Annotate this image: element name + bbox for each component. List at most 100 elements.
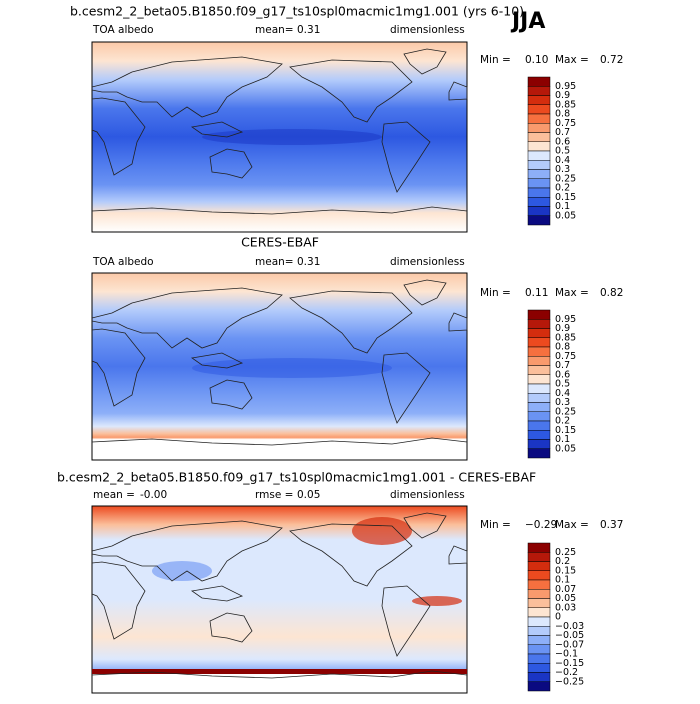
colorbar-box xyxy=(527,319,551,329)
variable: TOA albedo xyxy=(92,256,154,268)
colorbar-label: 0.2 xyxy=(555,556,570,567)
colorbar-label: 0.15 xyxy=(555,425,576,436)
mean-label: mean = xyxy=(93,489,135,501)
colorbar-box xyxy=(527,346,551,357)
colorbar-box xyxy=(527,598,551,608)
colorbar-label: 0.4 xyxy=(555,155,570,166)
colorbar-label: 0.6 xyxy=(555,369,570,380)
colorbar-label: 0.03 xyxy=(555,602,576,613)
colorbar-label: 0.4 xyxy=(555,388,570,399)
max-value: 0.82 xyxy=(600,287,623,299)
min-label: Min = xyxy=(480,287,511,299)
colorbar-box xyxy=(527,579,551,590)
colorbar-box xyxy=(527,430,551,440)
units: dimensionless xyxy=(390,24,465,36)
colorbar-box xyxy=(527,356,551,366)
colorbar-box xyxy=(527,141,551,152)
colorbar-label: 0.5 xyxy=(555,146,570,157)
colorbar-box xyxy=(527,160,551,170)
colorbar-label: 0.9 xyxy=(555,323,570,334)
colorbar-box xyxy=(527,635,551,645)
max-label: Max = xyxy=(555,519,589,531)
colorbar-label: 0.2 xyxy=(555,416,570,427)
mean-label: mean= xyxy=(255,24,294,36)
colorbar-box xyxy=(527,672,551,682)
colorbar-box xyxy=(527,187,551,198)
colorbar-label: 0.3 xyxy=(555,164,570,175)
colorbar-label: −0.03 xyxy=(555,621,584,632)
variable: TOA albedo xyxy=(92,24,154,36)
map xyxy=(91,272,468,461)
colorbars: Min = 0.10 Max = 0.720.950.90.850.80.750.70… xyxy=(480,54,623,692)
panel-title: CERES-EBAF xyxy=(241,235,319,250)
colorbar-box xyxy=(527,589,551,599)
colorbar-box xyxy=(527,328,551,338)
colorbar-label: −0.1 xyxy=(555,649,578,660)
colorbar-label: 0.25 xyxy=(555,406,576,417)
colorbar-label: −0.25 xyxy=(555,676,584,687)
colorbar-box xyxy=(527,178,551,189)
colorbar-label: 0.85 xyxy=(555,99,576,110)
colorbar-box xyxy=(527,86,551,96)
colorbar-label: 0.95 xyxy=(555,314,576,325)
colorbar-label: 0 xyxy=(555,612,561,623)
colorbar-box xyxy=(527,448,551,459)
colorbar-label: 0.5 xyxy=(555,379,570,390)
colorbar-box xyxy=(527,411,551,422)
colorbar-label: 0.15 xyxy=(555,192,576,203)
units: dimensionless xyxy=(390,256,465,268)
colorbar-box xyxy=(527,309,551,320)
colorbar-box xyxy=(527,653,551,664)
colorbar-label: 0.1 xyxy=(555,434,570,445)
min-label: Min = xyxy=(480,54,511,66)
colorbar-box xyxy=(527,626,551,636)
colorbar-box xyxy=(527,570,551,581)
colorbar-box xyxy=(527,365,551,375)
colorbar-label: 0.15 xyxy=(555,565,576,576)
colorbar-box xyxy=(527,132,551,142)
colorbar-label: 0.6 xyxy=(555,136,570,147)
colorbar-label: 0.07 xyxy=(555,584,576,595)
colorbar-box xyxy=(527,420,551,431)
colorbar-box xyxy=(527,644,551,655)
colorbar-box xyxy=(527,616,551,627)
colorbar-label: 0.75 xyxy=(555,351,576,362)
colorbar-label: −0.2 xyxy=(555,667,578,678)
panel-title: b.cesm2_2_beta05.B1850.f09_g17_ts10spl0m… xyxy=(70,4,524,19)
min-label: Min = xyxy=(480,519,511,531)
colorbar-label: 0.05 xyxy=(555,593,576,604)
min-value: 0.10 xyxy=(525,54,548,66)
colorbar-label: 0.3 xyxy=(555,397,570,408)
colorbar-box xyxy=(527,393,551,403)
colorbar-label: 0.1 xyxy=(555,575,570,586)
colorbar-box xyxy=(527,542,551,553)
map xyxy=(91,41,468,233)
colorbar-box xyxy=(527,95,551,105)
colorbar-label: 0.1 xyxy=(555,201,570,212)
colorbar-label: −0.07 xyxy=(555,639,584,650)
colorbar-box xyxy=(527,337,551,348)
colorbar-label: −0.15 xyxy=(555,658,584,669)
colorbar-box xyxy=(527,552,551,562)
colorbar-label: 0.25 xyxy=(555,547,576,558)
colorbar-label: 0.85 xyxy=(555,332,576,343)
colorbar-label: 0.95 xyxy=(555,81,576,92)
colorbar-box xyxy=(527,113,551,124)
colorbar-label: 0.05 xyxy=(555,443,576,454)
colorbar-box xyxy=(527,561,551,571)
colorbar-label: 0.7 xyxy=(555,127,570,138)
colorbar-box xyxy=(527,402,551,412)
map xyxy=(91,505,468,694)
season: JJA xyxy=(510,9,545,34)
colorbar-box xyxy=(527,383,551,394)
max-label: Max = xyxy=(555,287,589,299)
max-value: 0.37 xyxy=(600,519,623,531)
colorbar-box xyxy=(527,123,551,133)
colorbar-box xyxy=(527,607,551,618)
rmse-label: rmse = xyxy=(255,489,293,501)
panel-title: b.cesm2_2_beta05.B1850.f09_g17_ts10spl0m… xyxy=(57,470,536,485)
colorbar-label: −0.05 xyxy=(555,630,584,641)
colorbar-label: 0.05 xyxy=(555,210,576,221)
